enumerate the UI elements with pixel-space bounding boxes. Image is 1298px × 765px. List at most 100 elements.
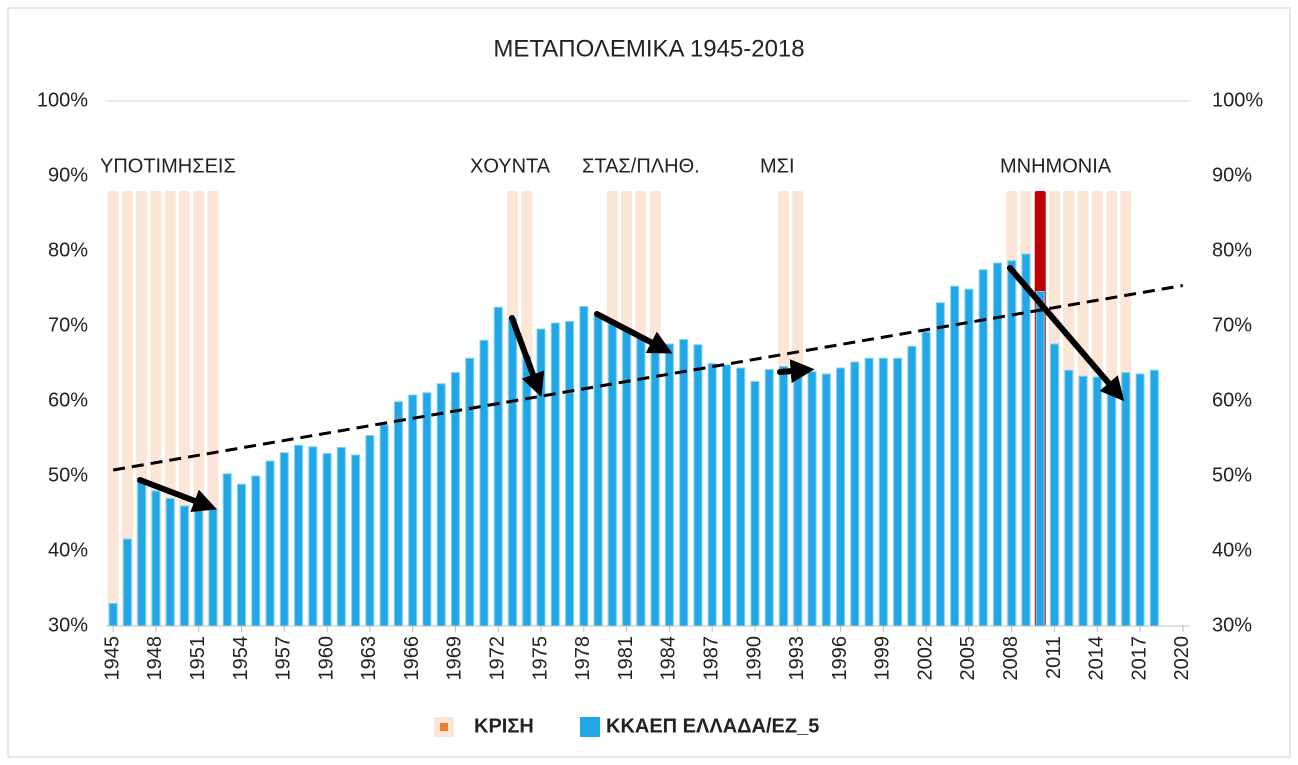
- bar: [650, 340, 660, 627]
- bar: [721, 364, 731, 627]
- bar: [964, 288, 974, 627]
- bar: [137, 479, 147, 627]
- crisis-bar: [107, 191, 119, 626]
- bar: [693, 344, 703, 627]
- y-tick-label: 70%: [48, 314, 88, 336]
- x-tick-label: 1981: [615, 636, 637, 681]
- x-tick-label: 1999: [872, 636, 894, 681]
- bar: [1149, 369, 1159, 627]
- legend-label: ΚΡΙΣΗ: [474, 715, 534, 737]
- x-tick-label: 1975: [529, 636, 551, 681]
- y2-tick-label: 60%: [1212, 389, 1252, 411]
- bar: [1021, 253, 1031, 627]
- bar: [179, 505, 189, 627]
- arrow: [594, 311, 673, 354]
- bar: [593, 313, 603, 627]
- bar: [850, 361, 860, 627]
- y-tick-label: 50%: [48, 464, 88, 486]
- x-tick-label: 1963: [358, 636, 380, 681]
- annotation: ΜΝΗΜΟΝΙΑ: [1000, 155, 1112, 177]
- bar: [1050, 343, 1059, 627]
- x-tick-label: 2017: [1128, 636, 1150, 681]
- bar: [379, 424, 389, 627]
- bar: [108, 603, 118, 627]
- bar: [465, 357, 475, 627]
- x-tick-label: 1951: [187, 636, 209, 681]
- bar: [764, 369, 774, 627]
- bar: [607, 323, 617, 627]
- y2-tick-label: 30%: [1212, 614, 1252, 636]
- bar: [579, 306, 589, 627]
- bar: [779, 366, 788, 627]
- bar: [935, 302, 945, 627]
- y2-tick-label: 70%: [1212, 314, 1252, 336]
- bar: [208, 508, 218, 627]
- bar: [294, 444, 304, 627]
- x-tick-label: 2005: [957, 636, 979, 681]
- x-tick-label: 1960: [315, 636, 337, 681]
- arrow: [777, 359, 815, 384]
- bar: [907, 345, 917, 627]
- bar: [493, 306, 503, 627]
- annotation: ΧΟΥΝΤΑ: [470, 155, 551, 177]
- bar: [1064, 369, 1074, 627]
- bar: [536, 328, 546, 627]
- bar: [365, 435, 375, 627]
- x-tick-label: 2020: [1171, 636, 1193, 681]
- bar: [679, 339, 689, 627]
- bar: [864, 357, 874, 627]
- bar: [122, 538, 132, 627]
- x-tick-label: 1993: [786, 636, 808, 681]
- bar: [336, 447, 346, 627]
- y-tick-label: 100%: [37, 89, 88, 111]
- y-tick-label: 40%: [48, 539, 88, 561]
- bar: [194, 509, 204, 627]
- bar: [821, 373, 831, 627]
- bar: [1035, 291, 1045, 627]
- bar: [479, 339, 489, 627]
- legend-swatch: [580, 717, 600, 737]
- y-tick-label: 30%: [48, 614, 88, 636]
- y-tick-label: 90%: [48, 164, 88, 186]
- y-tick-label: 80%: [48, 239, 88, 261]
- y2-tick-label: 80%: [1212, 239, 1252, 261]
- crisis-bar: [121, 191, 133, 626]
- bar: [622, 330, 632, 627]
- arrow: [1007, 265, 1125, 402]
- bar: [921, 331, 931, 627]
- bar: [222, 473, 232, 627]
- y-tick-label: 60%: [48, 389, 88, 411]
- bar: [550, 322, 560, 627]
- annotation: ΜΣΙ: [760, 155, 795, 177]
- x-tick-label: 1969: [444, 636, 466, 681]
- x-tick-label: 1957: [273, 636, 295, 681]
- x-tick-label: 1966: [401, 636, 423, 681]
- x-tick-label: 1954: [230, 636, 252, 681]
- trendline: [112, 284, 1184, 472]
- annotation: ΥΠΟΤΙΜΗΣΕΙΣ: [100, 155, 236, 177]
- y2-tick-label: 40%: [1212, 539, 1252, 561]
- bar: [422, 392, 432, 627]
- bar: [508, 318, 517, 627]
- y2-tick-label: 90%: [1212, 164, 1252, 186]
- bar: [793, 364, 803, 627]
- bar: [978, 269, 988, 627]
- legend: ΚΡΙΣΗ ΚΚΑΕΠ ΕΛΛΑΔΑ/ΕΖ_5: [434, 715, 819, 737]
- bar: [1107, 385, 1117, 627]
- bar: [237, 483, 246, 627]
- bar: [322, 453, 332, 627]
- arrow: [509, 315, 545, 397]
- x-tick-label: 1990: [743, 636, 765, 681]
- bar: [565, 321, 575, 627]
- bar: [807, 371, 817, 627]
- bar: [408, 394, 418, 627]
- bar: [165, 498, 175, 627]
- x-tick-label: 2014: [1086, 636, 1108, 681]
- bar: [1121, 372, 1131, 627]
- bar: [151, 490, 161, 627]
- bar: [893, 357, 903, 627]
- arrow: [137, 477, 217, 513]
- bar: [1078, 375, 1088, 627]
- x-tick-label: 1987: [700, 636, 722, 681]
